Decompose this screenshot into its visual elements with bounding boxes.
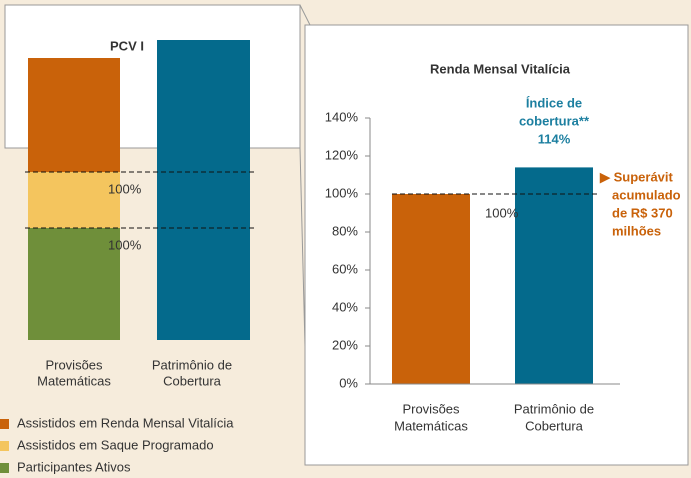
- y-tick-label: 0%: [339, 375, 358, 390]
- y-tick-label: 60%: [332, 261, 358, 276]
- bar: [515, 167, 593, 384]
- bar: [157, 40, 250, 340]
- legend-swatch: [0, 419, 9, 429]
- surplus-annotation: ▶ Superávit: [599, 169, 674, 184]
- legend-label: Assistidos em Saque Programado: [17, 437, 214, 452]
- segment: [28, 172, 120, 228]
- level-label: 100%: [108, 237, 142, 252]
- y-tick-label: 40%: [332, 299, 358, 314]
- category-label: Patrimônio de: [152, 357, 232, 372]
- category-label: Matemáticas: [37, 373, 111, 388]
- x-tick-label: Cobertura: [525, 418, 584, 433]
- x-tick-label: Provisões: [402, 401, 460, 416]
- x-tick-label: Matemáticas: [394, 418, 468, 433]
- x-tick-label: Patrimônio de: [514, 401, 594, 416]
- segment: [28, 58, 120, 172]
- y-tick-label: 20%: [332, 337, 358, 352]
- segment: [28, 228, 120, 340]
- y-tick-label: 140%: [325, 109, 359, 124]
- y-tick-label: 80%: [332, 223, 358, 238]
- surplus-annotation: milhões: [612, 223, 661, 238]
- legend-swatch: [0, 463, 9, 473]
- level-label: 100%: [108, 181, 142, 196]
- y-tick-label: 120%: [325, 147, 359, 162]
- panel-title: PCV I: [110, 38, 144, 53]
- y-tick-label: 100%: [325, 185, 359, 200]
- legend-label: Participantes Ativos: [17, 459, 131, 474]
- coverage-annotation: cobertura**: [519, 113, 590, 128]
- bar: [392, 194, 470, 384]
- legend-swatch: [0, 441, 9, 451]
- coverage-annotation: Índice de: [526, 95, 582, 110]
- detail-panel: [304, 24, 689, 466]
- surplus-annotation: de R$ 370: [612, 205, 673, 220]
- category-label: Cobertura: [163, 373, 222, 388]
- category-label: Provisões: [45, 357, 103, 372]
- right-chart: Renda Mensal Vitalícia 0% 20% 40% 60% 80% 100%…: [325, 61, 681, 433]
- reference-label: 100%: [485, 205, 519, 220]
- coverage-annotation: 114%: [538, 131, 571, 146]
- legend-label: Assistidos em Renda Mensal Vitalícia: [17, 415, 234, 430]
- surplus-annotation: acumulado: [612, 187, 681, 202]
- connector: [299, 4, 311, 26]
- chart-title: Renda Mensal Vitalícia: [430, 61, 571, 76]
